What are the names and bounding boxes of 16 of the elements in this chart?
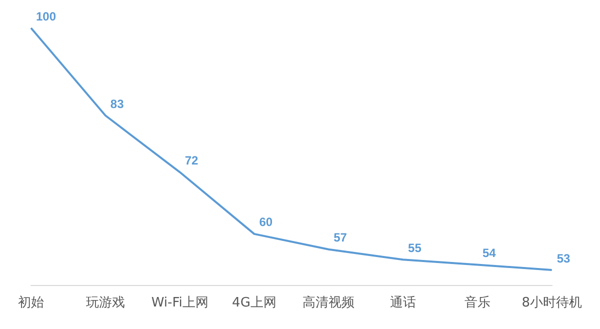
x-tick-label: 玩游戏 — [86, 296, 125, 311]
x-tick-label: 音乐 — [464, 296, 490, 311]
x-tick-label: 通话 — [390, 296, 416, 311]
data-label: 57 — [334, 230, 348, 245]
x-tick-label: 高清视频 — [302, 294, 355, 311]
data-label: 83 — [110, 96, 124, 111]
data-label: 53 — [556, 251, 571, 266]
data-label: 55 — [408, 240, 422, 255]
data-label: 60 — [259, 215, 273, 230]
x-tick-label: 8小时待机 — [522, 296, 582, 311]
data-label: 100 — [36, 9, 56, 24]
x-tick-label: 初始 — [18, 296, 44, 311]
x-tick-label: Wi-Fi上网 — [151, 296, 208, 311]
x-tick-label: 4G上网 — [232, 296, 276, 311]
data-label: 54 — [482, 246, 496, 260]
data-label: 72 — [184, 153, 198, 168]
